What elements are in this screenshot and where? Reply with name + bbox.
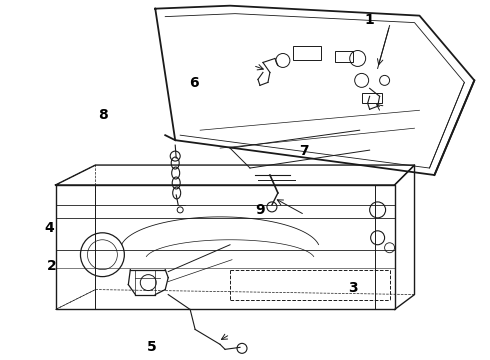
- Text: 2: 2: [47, 259, 57, 273]
- Bar: [362, 93, 382, 103]
- Text: 8: 8: [98, 108, 108, 122]
- Text: 1: 1: [365, 13, 374, 27]
- Text: 6: 6: [189, 76, 198, 90]
- Bar: [335, 50, 353, 62]
- Bar: [293, 45, 321, 60]
- Text: 9: 9: [255, 203, 265, 217]
- Text: 4: 4: [45, 221, 54, 235]
- Text: 7: 7: [299, 144, 308, 158]
- Text: 5: 5: [147, 340, 157, 354]
- Text: 3: 3: [348, 280, 357, 294]
